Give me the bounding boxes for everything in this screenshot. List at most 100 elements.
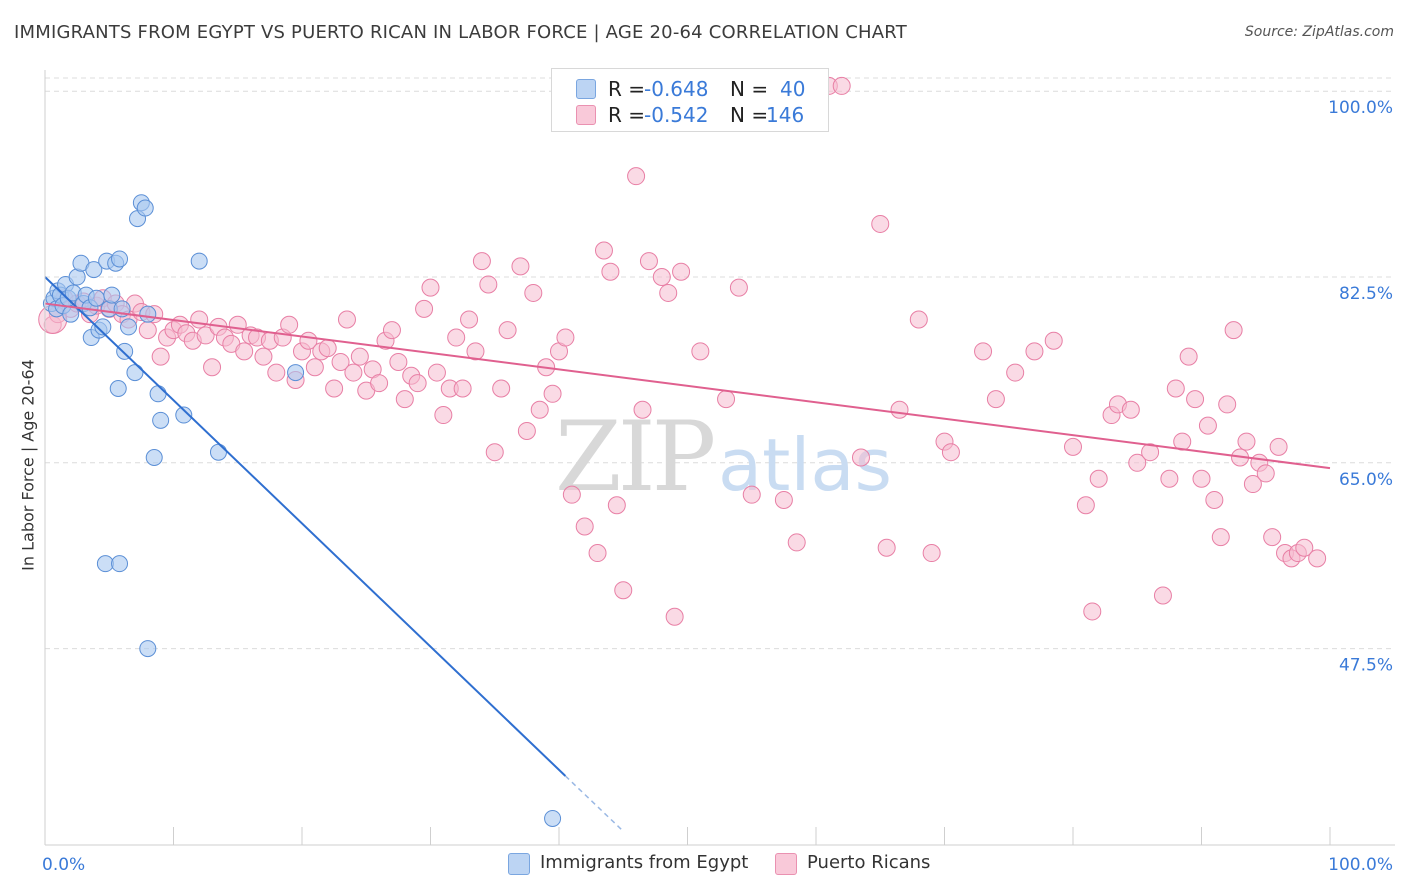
egypt-point <box>126 364 144 382</box>
egypt-point <box>85 261 103 279</box>
pr-point <box>562 485 581 504</box>
pr-point <box>871 214 890 233</box>
pr-trend-line <box>44 302 1331 470</box>
y-tick-label: 47.5% <box>1339 656 1393 676</box>
source-label: Source: ZipAtlas.com <box>1244 24 1394 40</box>
pr-point <box>614 581 633 600</box>
pr-point <box>267 363 286 382</box>
pr-point <box>447 328 466 347</box>
pr-point <box>196 326 215 345</box>
pr-point <box>1205 490 1224 509</box>
chart-title: IMMIGRANTS FROM EGYPT VS PUERTO RICAN IN… <box>14 22 907 43</box>
pr-point <box>787 533 806 552</box>
pr-point <box>639 252 658 271</box>
pr-point <box>909 310 928 329</box>
pr-point <box>1166 379 1185 398</box>
pr-point <box>633 400 652 419</box>
pr-point <box>511 257 530 276</box>
pr-point <box>922 544 941 563</box>
tick-labels: 100.0% 82.5% 65.0% 47.5% 0.0% 100.0% <box>42 98 1393 875</box>
pr-point <box>331 352 350 371</box>
pr-point <box>652 268 671 287</box>
pr-point <box>325 379 344 398</box>
pr-point <box>460 310 479 329</box>
pr-point <box>1128 453 1147 472</box>
pr-point <box>280 315 299 334</box>
pr-point <box>395 390 414 409</box>
egypt-point <box>145 449 163 466</box>
pr-point <box>974 342 993 361</box>
pr-point <box>235 342 254 361</box>
egypt-point <box>136 199 154 217</box>
pr-point <box>1179 347 1198 366</box>
y-tick-label: 65.0% <box>1339 470 1393 490</box>
pr-point <box>774 490 793 509</box>
pr-point <box>575 517 594 536</box>
pr-point <box>254 347 273 366</box>
pr-point <box>851 448 870 467</box>
pr-point <box>1044 331 1063 350</box>
pr-point <box>524 283 543 302</box>
legend-r-value: -0.648 <box>644 77 709 101</box>
pr-point <box>151 347 170 366</box>
egypt-point <box>287 364 305 382</box>
pr-point <box>427 363 446 382</box>
x-tick-label-right: 100.0% <box>1328 855 1393 875</box>
egypt-point <box>175 406 193 424</box>
pr-point <box>877 538 896 557</box>
pr-point <box>434 406 453 425</box>
egypt-trend-line <box>44 276 567 777</box>
egypt-point <box>190 252 208 270</box>
legend-r-label: R = <box>608 103 646 127</box>
pr-point <box>1121 400 1140 419</box>
pr-point <box>1263 528 1282 547</box>
bottom-legend-label-egypt: Immigrants from Egypt <box>540 852 749 873</box>
pr-point <box>556 328 575 347</box>
pr-point <box>659 283 678 302</box>
bottom-legend-swatch-puerto-rico <box>775 853 797 875</box>
pr-point <box>594 241 613 260</box>
egypt-point <box>149 385 167 403</box>
trend-layer <box>44 276 1331 832</box>
egypt-point <box>87 289 105 307</box>
pr-point <box>382 321 401 340</box>
legend-n-label: N = <box>730 103 769 127</box>
pr-point <box>190 310 209 329</box>
egypt-points <box>42 194 562 827</box>
pr-point <box>1269 437 1288 456</box>
pr-point <box>1243 475 1262 494</box>
pr-point <box>318 339 337 358</box>
pr-point <box>1295 538 1314 557</box>
egypt-point <box>94 318 112 336</box>
pr-point <box>466 342 485 361</box>
egypt-point <box>152 411 170 429</box>
pr-point <box>832 76 851 95</box>
pr-point <box>986 390 1005 409</box>
egypt-point <box>209 443 227 461</box>
pr-point <box>890 400 909 419</box>
pr-point <box>601 262 620 281</box>
pr-point <box>138 321 157 340</box>
egypt-point <box>544 809 562 827</box>
pr-point <box>1308 549 1327 568</box>
pr-point <box>672 262 691 281</box>
pr-point <box>729 278 748 297</box>
legend-n-value: 40 <box>780 77 806 101</box>
watermark: ZIP atlas <box>555 401 892 513</box>
egypt-point <box>111 250 129 268</box>
legend-r-label: R = <box>608 77 646 101</box>
legend-swatch-puerto-rico <box>576 105 596 125</box>
pr-point <box>370 374 389 393</box>
egypt-point <box>116 342 134 360</box>
pr-point <box>530 400 549 419</box>
pr-point <box>691 342 710 361</box>
pr-point <box>665 607 684 626</box>
pr-point <box>1211 528 1230 547</box>
pr-point <box>1237 432 1256 451</box>
pr-point <box>1256 464 1275 483</box>
pr-point <box>1089 469 1108 488</box>
pr-point <box>453 379 472 398</box>
egypt-trend-extension <box>564 775 624 832</box>
pr-point <box>1153 586 1172 605</box>
